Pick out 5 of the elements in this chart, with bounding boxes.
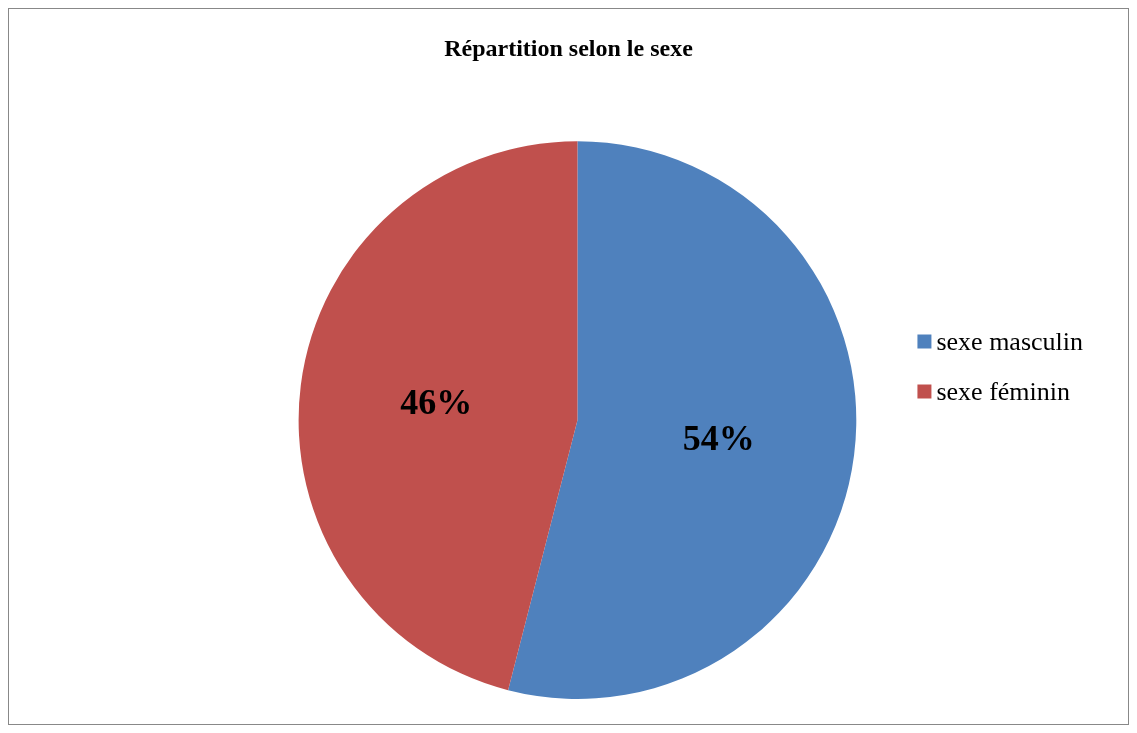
legend-label: sexe masculin (936, 327, 1084, 356)
chart-title: Répartition selon le sexe (444, 35, 694, 61)
data-label: 46% (400, 382, 473, 423)
data-label: 54% (682, 417, 755, 458)
legend-label: sexe féminin (936, 377, 1071, 406)
